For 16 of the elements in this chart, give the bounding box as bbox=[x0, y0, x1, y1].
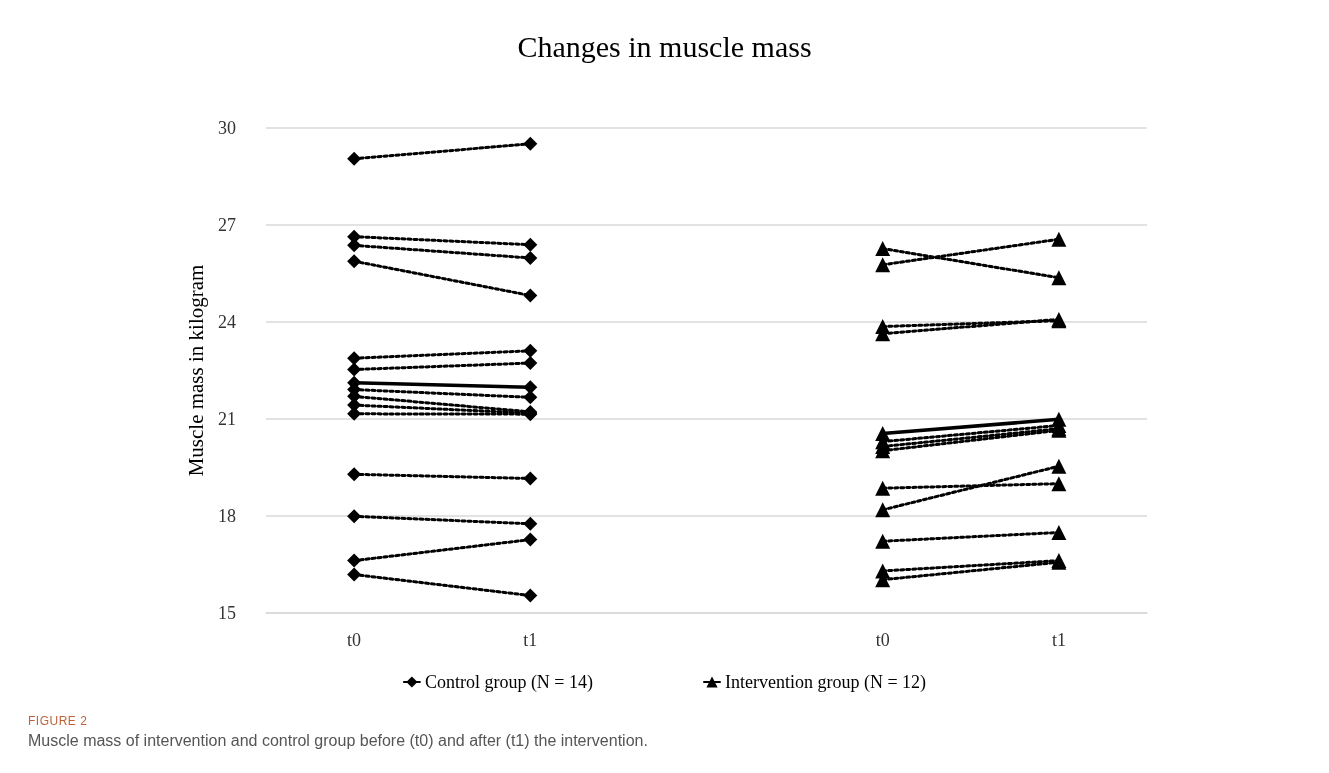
y-tick-label: 15 bbox=[218, 603, 236, 623]
x-tick-label: t1 bbox=[1051, 630, 1066, 650]
y-tick-label: 21 bbox=[218, 409, 236, 429]
y-axis-title: Muscle mass in kilogram bbox=[183, 264, 208, 477]
legend-label: Intervention group (N = 12) bbox=[725, 672, 927, 693]
legend-label: Control group (N = 14) bbox=[424, 672, 594, 693]
x-tick-label: t0 bbox=[347, 630, 362, 650]
x-tick-label: t0 bbox=[875, 630, 890, 650]
x-tick-label: t1 bbox=[523, 630, 538, 650]
y-tick-label: 18 bbox=[218, 506, 236, 526]
text: Muscle mass of intervention and control group before (t0) and after (t1) the intervention. bbox=[28, 732, 649, 750]
caption: FIGURE 2 bbox=[28, 714, 89, 728]
y-tick-label: 27 bbox=[218, 215, 236, 235]
y-tick-label: 24 bbox=[218, 312, 236, 332]
y-tick-label: 30 bbox=[218, 118, 236, 138]
chart-title: Changes in muscle mass bbox=[517, 29, 812, 63]
